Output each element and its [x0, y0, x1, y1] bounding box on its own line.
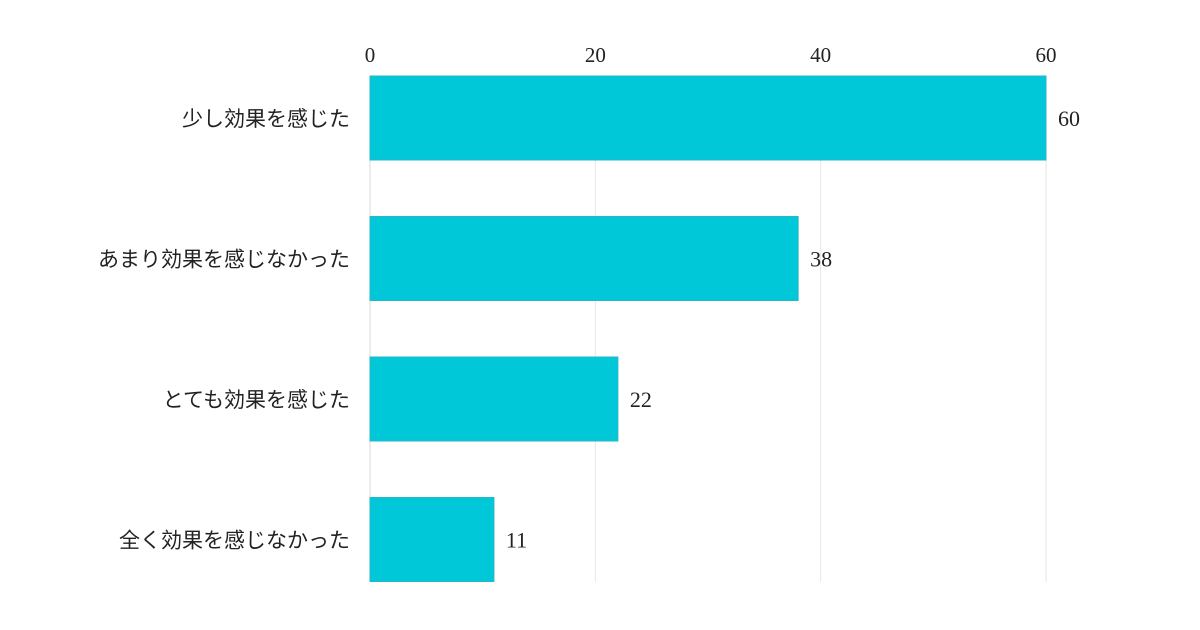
bars	[369, 75, 1047, 582]
bar	[369, 497, 495, 582]
x-tick-label: 0	[365, 43, 376, 67]
category-label: あまり効果を感じなかった	[98, 248, 350, 272]
data-label: 60	[1058, 106, 1080, 131]
bar	[369, 75, 1047, 161]
x-tick-labels: 0 20 40 60	[365, 43, 1057, 67]
category-label: 全く効果を感じなかった	[119, 529, 350, 553]
category-label: とても効果を感じた	[163, 388, 350, 412]
bar	[369, 356, 619, 442]
data-label: 38	[810, 247, 832, 272]
data-label: 22	[630, 387, 652, 412]
bar	[369, 216, 799, 301]
data-label: 11	[506, 528, 527, 553]
x-tick-label: 60	[1036, 43, 1057, 67]
x-tick-label: 40	[810, 43, 831, 67]
category-label: 少し効果を感じた	[182, 107, 350, 131]
data-labels: 60 38 22 11	[506, 106, 1080, 553]
x-tick-label: 20	[585, 43, 606, 67]
